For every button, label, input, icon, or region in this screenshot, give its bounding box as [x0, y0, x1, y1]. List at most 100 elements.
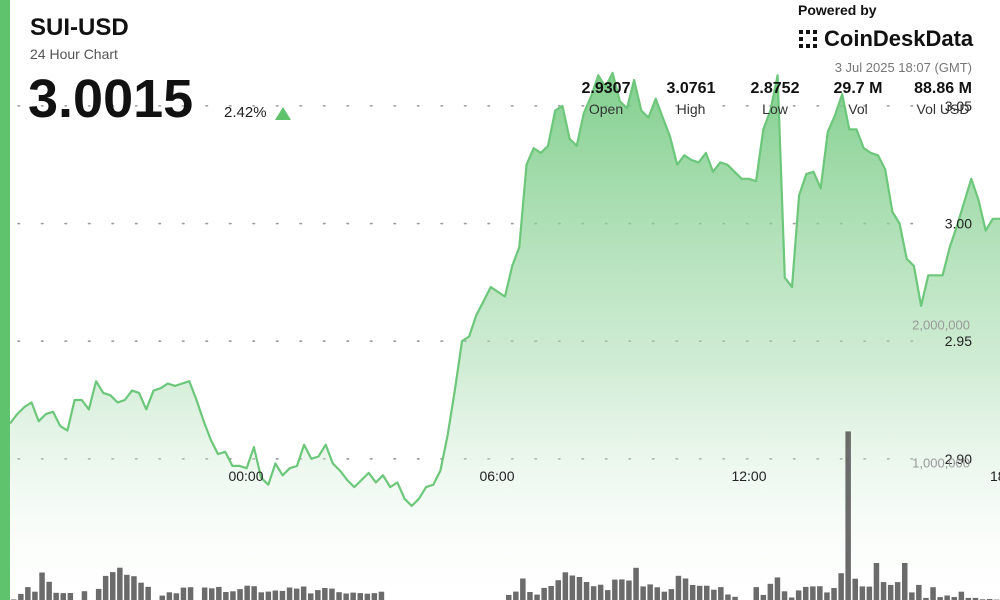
- volume-bar: [159, 595, 165, 600]
- volume-bar: [852, 578, 858, 600]
- brand-name: CoinDeskData: [824, 26, 974, 51]
- volume-bar: [583, 582, 590, 600]
- brand-logo: CoinDeskData: [798, 26, 973, 52]
- volume-bar: [647, 584, 653, 600]
- volume-bar: [102, 575, 109, 600]
- volume-bar: [845, 431, 851, 600]
- volume-bar: [753, 587, 759, 600]
- volume-bar: [300, 586, 307, 600]
- stat-low-label: Low: [762, 101, 788, 117]
- volume-bar: [223, 592, 229, 600]
- volume-bar: [803, 586, 809, 600]
- volume-bar: [32, 591, 38, 600]
- volume-bar: [887, 584, 894, 600]
- volume-tick-label-1: 1,000,000: [912, 455, 970, 470]
- volume-bar: [711, 589, 717, 600]
- volume-bar: [81, 591, 88, 600]
- volume-bar: [696, 585, 703, 600]
- volume-bar: [201, 587, 208, 600]
- volume-bar: [364, 593, 371, 600]
- volume-bar: [880, 582, 887, 600]
- price-line: [9, 71, 1000, 507]
- volume-bar: [576, 577, 583, 600]
- chart-subtitle: 24 Hour Chart: [30, 46, 118, 62]
- price-change: 2.42%: [224, 104, 267, 121]
- stat-vol: 29.7 M Vol: [813, 80, 903, 117]
- volume-bar: [343, 593, 349, 600]
- stat-vol-usd-label: Vol USD: [916, 101, 970, 117]
- volume-bar: [166, 592, 173, 600]
- volume-bar: [831, 588, 837, 600]
- volume-bar: [145, 586, 151, 600]
- stat-vol-usd: 88.86 M Vol USD: [898, 80, 988, 117]
- y-tick-label-2.90: 2.90: [945, 451, 972, 467]
- stat-open-value: 2.9307: [581, 80, 631, 97]
- volume-bar: [555, 580, 561, 600]
- volume-bar: [937, 597, 943, 600]
- volume-bar: [902, 563, 908, 600]
- stat-high: 3.0761 High: [646, 80, 736, 117]
- volume-bar: [569, 575, 576, 600]
- volume-bar: [216, 586, 222, 600]
- volume-bar: [39, 572, 45, 600]
- volume-bar: [117, 567, 123, 600]
- volume-bar: [725, 594, 731, 600]
- volume-bar: [513, 591, 519, 600]
- volume-bar: [704, 585, 710, 600]
- volume-bar: [244, 585, 250, 600]
- y-tick-label-3.00: 3.00: [945, 216, 972, 232]
- stat-vol-value: 29.7 M: [833, 80, 883, 97]
- volume-bar: [322, 588, 328, 600]
- volume-bar: [909, 592, 915, 600]
- volume-bar: [675, 575, 682, 600]
- volume-bar: [350, 592, 356, 600]
- volume-bar: [336, 592, 342, 600]
- volume-bar: [562, 572, 569, 600]
- x-tick-label-2: 12:00: [731, 468, 766, 484]
- volume-bar: [965, 597, 972, 600]
- volume-bar: [180, 587, 187, 600]
- stat-open: 2.9307 Open: [561, 80, 651, 117]
- coindesk-logo-icon: [799, 30, 817, 48]
- volume-bar: [590, 586, 597, 600]
- volume-bar: [329, 588, 335, 600]
- up-arrow-icon: [275, 107, 291, 120]
- volume-bar: [138, 582, 144, 600]
- volume-bar: [873, 563, 880, 600]
- current-price: 3.0015: [28, 69, 194, 129]
- chart-date: 3 Jul 2025 18:07 (GMT): [834, 60, 972, 75]
- volume-bar: [251, 586, 257, 600]
- volume-bar: [923, 597, 929, 600]
- volume-bar: [60, 593, 66, 600]
- volume-bar: [548, 586, 554, 600]
- volume-bar: [605, 590, 611, 600]
- volume-bar: [272, 590, 279, 600]
- volume-bar: [67, 593, 74, 600]
- volume-bar: [668, 589, 675, 600]
- stat-low: 2.8752 Low: [730, 80, 820, 117]
- price-area: [10, 72, 1000, 600]
- volume-bar: [315, 590, 321, 600]
- volume-bar: [534, 594, 540, 600]
- volume-bar: [619, 579, 625, 600]
- volume-bar: [25, 587, 31, 600]
- volume-bar: [824, 592, 830, 600]
- volume-bar: [838, 573, 844, 600]
- x-tick-label-0: 00:00: [228, 468, 263, 484]
- volume-bar: [810, 586, 816, 600]
- volume-bar: [866, 586, 873, 600]
- volume-bar: [894, 582, 901, 600]
- volume-bar: [760, 594, 767, 600]
- stat-high-label: High: [676, 101, 706, 117]
- volume-bar: [520, 578, 526, 600]
- volume-bar: [110, 572, 116, 600]
- volume-bar: [371, 593, 378, 600]
- volume-bar: [916, 584, 922, 600]
- volume-bar: [795, 590, 802, 600]
- volume-bar: [95, 588, 102, 600]
- stat-vol-label: Vol: [848, 101, 868, 117]
- y-tick-label-3.05: 3.05: [945, 98, 972, 114]
- volume-bar: [732, 596, 738, 600]
- volume-bar: [817, 586, 823, 600]
